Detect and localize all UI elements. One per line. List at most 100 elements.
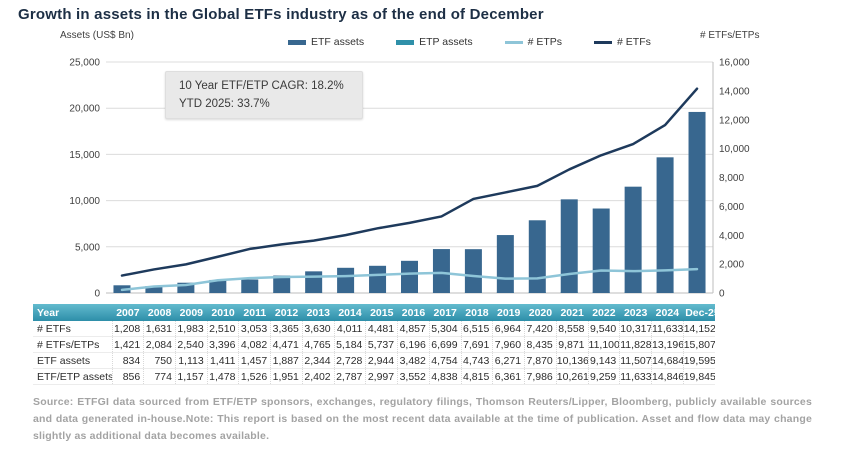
table-header-cell: 2007: [112, 304, 144, 321]
etf-assets-bar: [273, 275, 291, 293]
table-header-cell: 2023: [619, 304, 652, 321]
svg-text:0: 0: [719, 289, 725, 300]
legend-label: # ETFs: [617, 36, 651, 48]
etf-assets-bar: [305, 271, 323, 293]
table-header-cell: 2013: [302, 304, 335, 321]
row-label: # ETFs: [33, 321, 113, 337]
legend-item-num-etps: # ETPs: [504, 36, 562, 48]
table-header-cell: 2011: [238, 304, 271, 321]
ytd-line: YTD 2025: 33.7%: [179, 97, 270, 110]
etf-assets-bar: [337, 267, 355, 293]
table-cell: 2,510: [207, 321, 240, 337]
table-cell: 2,728: [334, 352, 367, 369]
table-cell: 1,478: [207, 368, 240, 385]
table-header-cell: 2018: [461, 304, 493, 321]
svg-text:8,000: 8,000: [719, 173, 744, 184]
table-cell: 11,633: [619, 368, 652, 385]
etf-assets-bar: [209, 279, 227, 293]
table-cell: 6,196: [397, 336, 430, 353]
table-cell: 14,684: [651, 352, 684, 369]
table-header-cell: 2021: [556, 304, 589, 321]
etf-assets-bar: [241, 279, 259, 293]
etf-assets-bar: [656, 157, 674, 293]
etf-assets-bar: [145, 286, 163, 293]
table-header-cell: 2020: [524, 304, 557, 321]
etf-assets-bar: [496, 235, 514, 293]
combo-chart: 0 5,000 10,000 15,000 20,000 25,000 0 2,000 4,00…: [69, 58, 750, 300]
table-cell: 3,365: [270, 321, 303, 337]
table-cell: 1,411: [207, 352, 240, 369]
table-cell: 15,807: [683, 336, 715, 353]
table-cell: 750: [143, 352, 176, 369]
table-cell: 2,787: [334, 368, 367, 385]
etf-assets-bar: [432, 249, 450, 293]
table-cell: 3,053: [238, 321, 272, 337]
table-cell: 4,838: [429, 368, 462, 385]
table-cell: 11,100: [588, 336, 621, 353]
table-row: # ETFs 1,208 1,631 1,983 2,510 3,053 3,365 3,63…: [33, 321, 715, 337]
table-cell: 856: [112, 368, 145, 385]
etf-assets-bar: [592, 208, 610, 293]
table-cell: 5,304: [429, 321, 462, 337]
table-cell: 1,951: [270, 368, 303, 385]
svg-text:10,000: 10,000: [69, 196, 100, 207]
table-cell: 3,552: [397, 368, 430, 385]
etf-assets-bar: [401, 260, 418, 293]
etf-assets-bar: [369, 265, 387, 293]
svg-text:4,000: 4,000: [719, 231, 744, 242]
svg-text:10,000: 10,000: [719, 144, 750, 155]
table-cell: 11,507: [619, 352, 652, 369]
etf-assets-bar: [177, 282, 195, 293]
table-cell: 10,136: [556, 352, 589, 369]
table-cell: 2,084: [143, 336, 176, 353]
table-cell: 9,259: [588, 368, 621, 385]
table-cell: 10,317: [619, 321, 652, 337]
table-cell: 14,846: [651, 368, 684, 385]
table-cell: 14,152: [683, 321, 715, 337]
table-cell: 4,481: [365, 321, 399, 337]
legend-item-etp-assets: ETP assets: [396, 36, 473, 48]
table-cell: 7,870: [524, 352, 557, 369]
data-table: Year 2007 2008 2009 2010 2011 2012 2013 2014 2015…: [33, 304, 715, 385]
table-cell: 10,261: [556, 368, 589, 385]
svg-text:5,000: 5,000: [75, 242, 100, 253]
svg-text:12,000: 12,000: [719, 115, 750, 126]
table-cell: 1,887: [270, 352, 303, 369]
row-label: ETF assets: [33, 352, 113, 369]
table-cell: 6,699: [429, 336, 462, 353]
etf-assets-bar: [528, 220, 546, 293]
table-row: ETF/ETP assets 856 774 1,157 1,478 1,526 1,951…: [33, 368, 715, 385]
etf-assets-bar: [464, 249, 482, 293]
table-header-cell: 2017: [429, 304, 462, 321]
table-cell: 2,402: [302, 368, 335, 385]
table-cell: 7,960: [492, 336, 526, 353]
table-cell: 6,361: [492, 368, 526, 385]
table-cell: 19,595: [683, 352, 715, 369]
table-cell: 6,964: [492, 321, 526, 337]
table-header-cell: 2014: [334, 304, 366, 321]
table-header-cell: 2016: [397, 304, 430, 321]
table-cell: 9,540: [588, 321, 621, 337]
table-cell: 8,558: [556, 321, 589, 337]
table-header-cell: 2019: [492, 304, 525, 321]
table-header-cell: 2010: [207, 304, 239, 321]
etf-assets-swatch-icon: [288, 39, 306, 45]
table-cell: 11,828: [619, 336, 652, 353]
cagr-line: 10 Year ETF/ETP CAGR: 18.2%: [179, 80, 344, 92]
table-cell: 8,435: [524, 336, 557, 353]
table-cell: 4,765: [302, 336, 335, 353]
source-note: Source: ETFGI data sourced from ETF/ETP …: [33, 396, 812, 442]
page-title: Growth in assets in the Global ETFs indu…: [18, 6, 544, 23]
-etps-line: [120, 267, 699, 292]
table-cell: 4,471: [270, 336, 303, 353]
table-header-cell: 2024: [651, 304, 684, 321]
legend-label: ETP assets: [419, 36, 473, 48]
table-cell: 6,271: [492, 352, 526, 369]
right-axis-title: # ETFs/ETPs: [700, 30, 760, 41]
table-row: # ETFs/ETPs 1,421 2,084 2,540 3,396 4,082 4,47…: [33, 336, 715, 353]
svg-text:0: 0: [94, 289, 100, 300]
table-cell: 4,815: [461, 368, 494, 385]
table-cell: 4,857: [397, 321, 430, 337]
table-header-year: Year: [33, 304, 112, 321]
row-label: # ETFs/ETPs: [33, 336, 113, 353]
